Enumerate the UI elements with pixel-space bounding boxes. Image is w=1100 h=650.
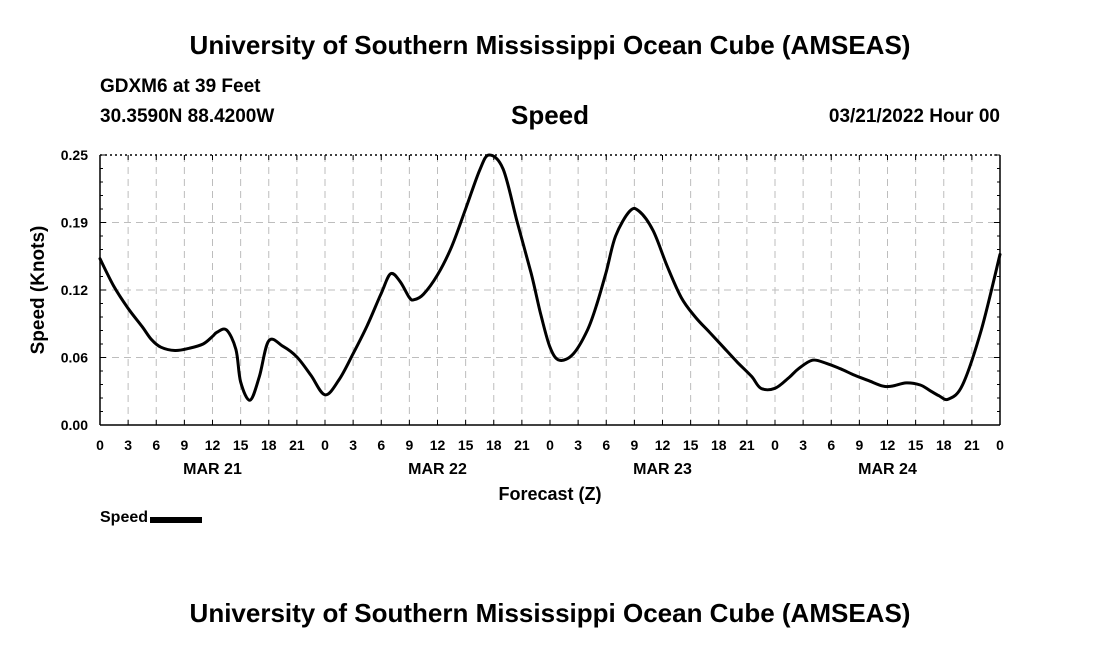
x-tick-label: 9 xyxy=(855,437,863,453)
x-tick-label: 6 xyxy=(377,437,385,453)
x-tick-label: 6 xyxy=(152,437,160,453)
legend-label: Speed xyxy=(100,509,149,526)
x-tick-label: 0 xyxy=(96,437,104,453)
footer-title: University of Southern Mississippi Ocean… xyxy=(189,598,911,628)
x-tick-label: 9 xyxy=(630,437,638,453)
legend: Speed xyxy=(100,509,203,527)
x-tick-label: 18 xyxy=(711,437,727,453)
station-label: GDXM6 at 39 Feet xyxy=(100,76,261,97)
x-tick-label: 18 xyxy=(936,437,952,453)
x-tick-label: 12 xyxy=(430,437,446,453)
day-label: MAR 24 xyxy=(858,461,917,478)
coordinates-label: 30.3590N 88.4200W xyxy=(100,106,275,127)
x-axis-title: Forecast (Z) xyxy=(498,484,601,504)
speed-chart: 0.00 0.06 0.12 0.19 0.25 0 3 6 9 12 15 18 21 0 3 6 9 12 15… xyxy=(28,147,1004,504)
x-tick-label: 6 xyxy=(602,437,610,453)
x-tick-label: 15 xyxy=(458,437,474,453)
x-tick-label: 15 xyxy=(233,437,249,453)
x-tick-label: 0 xyxy=(321,437,329,453)
x-tick-label: 3 xyxy=(574,437,582,453)
x-tick-label: 18 xyxy=(261,437,277,453)
forecast-date-hour: 03/21/2022 Hour 00 xyxy=(828,106,1000,127)
series-line-speed xyxy=(98,153,1002,402)
chart-main-title: University of Southern Mississippi Ocean… xyxy=(189,30,911,60)
day-label: MAR 21 xyxy=(183,461,242,478)
x-tick-label: 12 xyxy=(655,437,671,453)
y-tick-label: 0.06 xyxy=(61,350,88,366)
x-tick-label: 12 xyxy=(205,437,221,453)
day-label: MAR 23 xyxy=(633,461,692,478)
x-tick-label: 15 xyxy=(683,437,699,453)
x-tick-label: 21 xyxy=(739,437,755,453)
x-tick-label: 21 xyxy=(514,437,530,453)
x-tick-label: 9 xyxy=(405,437,413,453)
y-tick-label: 0.25 xyxy=(61,147,88,163)
y-axis-title: Speed (Knots) xyxy=(28,226,49,355)
x-tick-label: 21 xyxy=(289,437,305,453)
day-label: MAR 22 xyxy=(408,461,467,478)
x-tick-label: 12 xyxy=(880,437,896,453)
x-tick-label: 3 xyxy=(124,437,132,453)
legend-swatch xyxy=(150,516,203,523)
x-tick-label: 6 xyxy=(827,437,835,453)
y-tick-label: 0.12 xyxy=(61,282,88,298)
x-tick-label: 0 xyxy=(996,437,1004,453)
variable-title: Speed xyxy=(510,100,590,130)
x-tick-label: 0 xyxy=(771,437,779,453)
x-tick-label: 18 xyxy=(486,437,502,453)
x-tick-label: 3 xyxy=(799,437,807,453)
x-tick-label: 21 xyxy=(964,437,980,453)
y-tick-label: 0.19 xyxy=(61,215,88,231)
y-tick-label: 0.00 xyxy=(61,417,88,433)
x-tick-label: 0 xyxy=(546,437,554,453)
x-tick-label: 3 xyxy=(349,437,357,453)
x-tick-label: 15 xyxy=(908,437,924,453)
x-tick-label: 9 xyxy=(180,437,188,453)
